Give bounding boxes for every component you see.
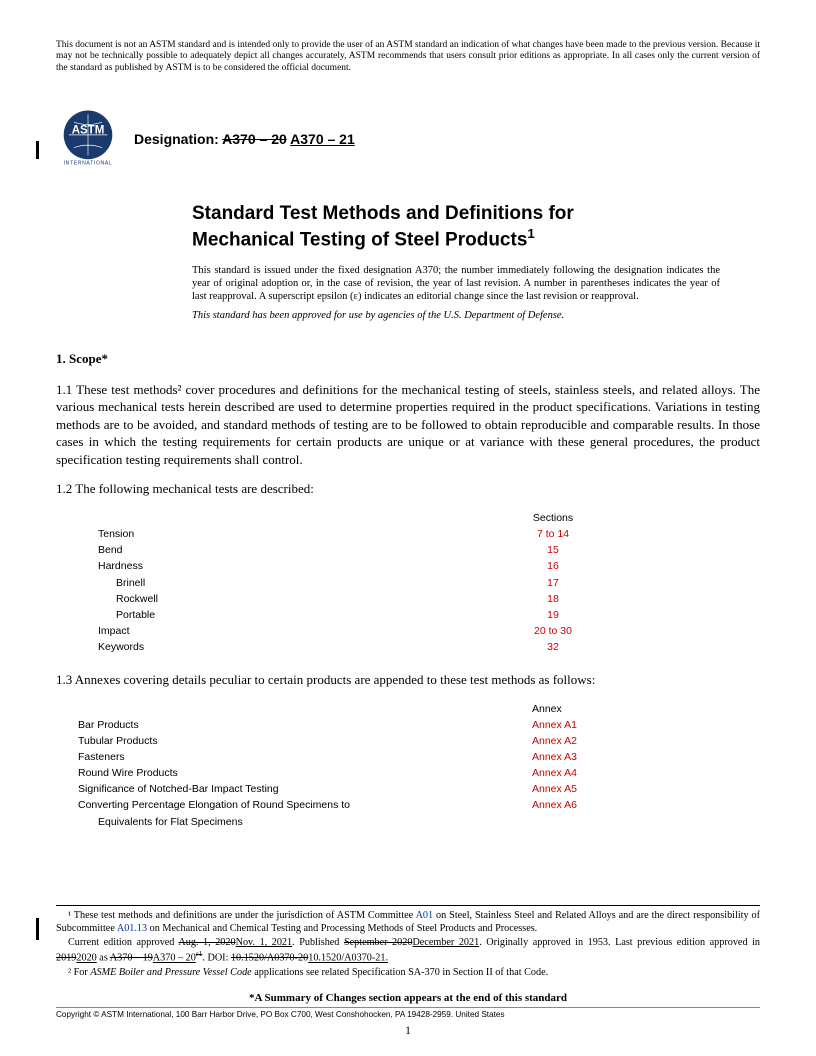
- test-name: Portable: [98, 609, 516, 623]
- footnote-1b: Current edition approved Aug. 1, 2020Nov…: [56, 937, 760, 965]
- para-1-3: 1.3 Annexes covering details peculiar to…: [56, 671, 760, 689]
- annex-name: Fasteners: [78, 751, 530, 765]
- summary-line: *A Summary of Changes section appears at…: [0, 992, 816, 1006]
- annex-name: Tubular Products: [78, 735, 530, 749]
- change-bar: [36, 918, 39, 940]
- para-1-1: 1.1 These test methods² cover procedures…: [56, 381, 760, 469]
- change-bar: [36, 141, 39, 159]
- footnotes: ¹ These test methods and definitions are…: [56, 905, 760, 982]
- subcommittee-link[interactable]: A01.13: [117, 923, 147, 934]
- dod-note: This standard has been approved for use …: [192, 309, 720, 322]
- test-section-link[interactable]: 18: [518, 593, 588, 607]
- annex-name: Round Wire Products: [78, 767, 530, 781]
- test-name: Bend: [98, 544, 516, 558]
- designation-old: A370 – 20: [222, 131, 287, 147]
- main-title: Standard Test Methods and Definitions fo…: [192, 202, 720, 252]
- test-section-link[interactable]: 15: [518, 544, 588, 558]
- scope-heading: 1. Scope*: [56, 351, 760, 367]
- astm-logo: ASTM INTERNATIONAL: [56, 108, 120, 172]
- copyright: Copyright © ASTM International, 100 Barr…: [56, 1007, 760, 1020]
- annex-name: Converting Percentage Elongation of Roun…: [78, 799, 530, 813]
- test-name: Impact: [98, 625, 516, 639]
- designation-new: A370 – 21: [290, 131, 355, 147]
- disclaimer: This document is not an ASTM standard an…: [56, 40, 760, 74]
- annex-link[interactable]: Annex A1: [532, 719, 602, 733]
- para-1-2: 1.2 The following mechanical tests are d…: [56, 480, 760, 498]
- test-section-link[interactable]: 32: [518, 641, 588, 655]
- annex-link[interactable]: Annex A6: [532, 799, 602, 813]
- test-section-link[interactable]: 20 to 30: [518, 625, 588, 639]
- test-name: Tension: [98, 528, 516, 542]
- committee-link[interactable]: A01: [416, 910, 434, 921]
- svg-text:INTERNATIONAL: INTERNATIONAL: [64, 160, 113, 166]
- test-section-link[interactable]: 19: [518, 609, 588, 623]
- annex-name: Equivalents for Flat Specimens: [78, 816, 530, 830]
- test-name: Rockwell: [98, 593, 516, 607]
- annex-link: [532, 816, 602, 830]
- tests-table: Sections Tension7 to 14Bend15Hardness16B…: [96, 510, 590, 657]
- annex-link[interactable]: Annex A4: [532, 767, 602, 781]
- test-section-link[interactable]: 17: [518, 577, 588, 591]
- annex-name: Bar Products: [78, 719, 530, 733]
- header: ASTM INTERNATIONAL Designation: A370 – 2…: [56, 108, 760, 172]
- footnote-1: ¹ These test methods and definitions are…: [56, 910, 760, 936]
- test-name: Keywords: [98, 641, 516, 655]
- page-number: 1: [0, 1023, 816, 1038]
- footnote-2: ² For ASME Boiler and Pressure Vessel Co…: [56, 967, 760, 980]
- test-name: Hardness: [98, 560, 516, 574]
- designation: Designation: A370 – 20 A370 – 21: [134, 131, 355, 149]
- annex-table: Annex Bar ProductsAnnex A1Tubular Produc…: [76, 701, 604, 832]
- test-section-link[interactable]: 7 to 14: [518, 528, 588, 542]
- annex-link[interactable]: Annex A3: [532, 751, 602, 765]
- annex-link[interactable]: Annex A5: [532, 783, 602, 797]
- issue-note: This standard is issued under the fixed …: [192, 264, 720, 303]
- test-name: Brinell: [98, 577, 516, 591]
- annex-link[interactable]: Annex A2: [532, 735, 602, 749]
- test-section-link[interactable]: 16: [518, 560, 588, 574]
- annex-name: Significance of Notched-Bar Impact Testi…: [78, 783, 530, 797]
